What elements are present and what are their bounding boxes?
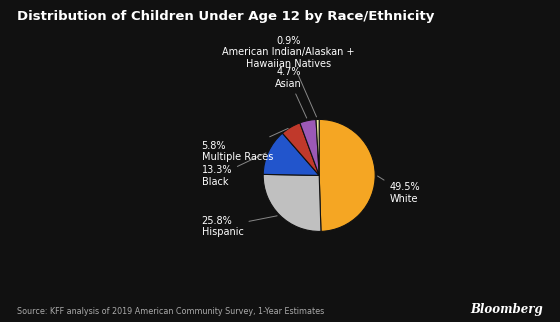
Wedge shape: [263, 133, 319, 175]
Text: 13.3%
Black: 13.3% Black: [202, 153, 266, 187]
Text: Distribution of Children Under Age 12 by Race/Ethnicity: Distribution of Children Under Age 12 by…: [17, 10, 434, 23]
Text: 5.8%
Multiple Races: 5.8% Multiple Races: [202, 128, 288, 162]
Text: 49.5%
White: 49.5% White: [377, 176, 420, 204]
Text: 4.7%
Asian: 4.7% Asian: [275, 67, 307, 118]
Text: Source: KFF analysis of 2019 American Community Survey, 1-Year Estimates: Source: KFF analysis of 2019 American Co…: [17, 307, 324, 316]
Text: 0.9%
American Indian/Alaskan +
Hawaiian Natives: 0.9% American Indian/Alaskan + Hawaiian …: [222, 36, 354, 117]
Wedge shape: [263, 175, 321, 232]
Wedge shape: [300, 119, 319, 175]
Wedge shape: [282, 123, 319, 175]
Text: 25.8%
Hispanic: 25.8% Hispanic: [202, 216, 277, 237]
Text: Bloomberg: Bloomberg: [470, 303, 543, 316]
Wedge shape: [316, 119, 319, 175]
Wedge shape: [319, 119, 375, 232]
